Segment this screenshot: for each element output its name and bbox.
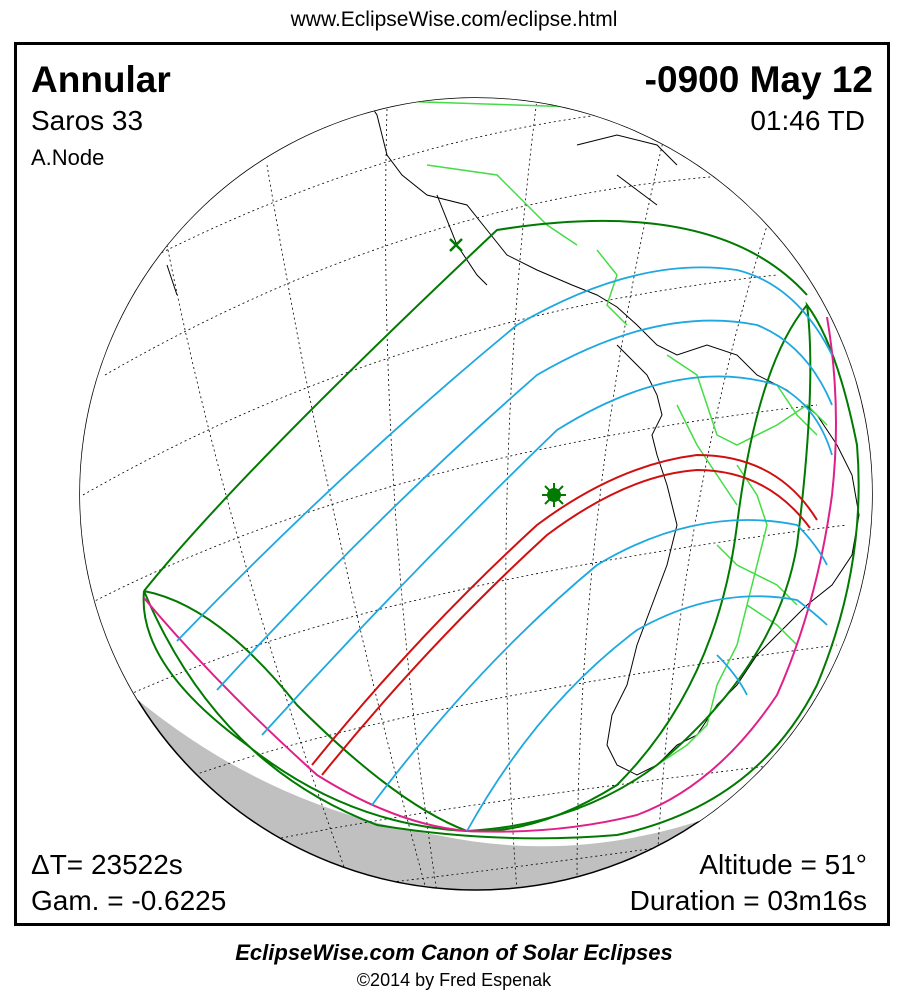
greatest-eclipse-marker [542, 483, 566, 507]
delta-t: ΔT= 23522s [31, 849, 183, 880]
globe-day-side [80, 98, 872, 847]
rise-set-curve-west [143, 597, 468, 832]
node-label: A.Node [31, 145, 105, 170]
rise-set-curve-east [466, 316, 837, 833]
eclipse-map-panel: Annular Saros 33 A.Node -0900 May 12 01:… [14, 42, 890, 926]
canon-title: EclipseWise.com Canon of Solar Eclipses [235, 940, 673, 965]
eclipse-time: 01:46 TD [750, 105, 865, 136]
central-path-south [321, 468, 811, 776]
sun-altitude: Altitude = 51° [699, 849, 867, 880]
penumbra-limit-inner [143, 590, 468, 832]
gamma-value: Gam. = -0.6225 [31, 885, 227, 916]
copyright: ©2014 by Fred Espenak [356, 970, 552, 990]
country-borders [361, 99, 828, 766]
magnitude-lines [176, 266, 833, 832]
penumbra-limit-west [143, 219, 808, 592]
eclipse-duration: Duration = 03m16s [629, 885, 867, 916]
eclipse-type: Annular [31, 59, 171, 100]
central-path-north [311, 453, 818, 766]
eclipse-globe-map [79, 97, 873, 891]
eclipse-date: -0900 May 12 [644, 59, 873, 100]
penumbra-limit-east [466, 304, 808, 833]
source-url[interactable]: www.EclipseWise.com/eclipse.html [290, 8, 618, 31]
graticule [82, 98, 848, 890]
saros-number: Saros 33 [31, 105, 144, 136]
sub-solar-marker [449, 238, 463, 252]
